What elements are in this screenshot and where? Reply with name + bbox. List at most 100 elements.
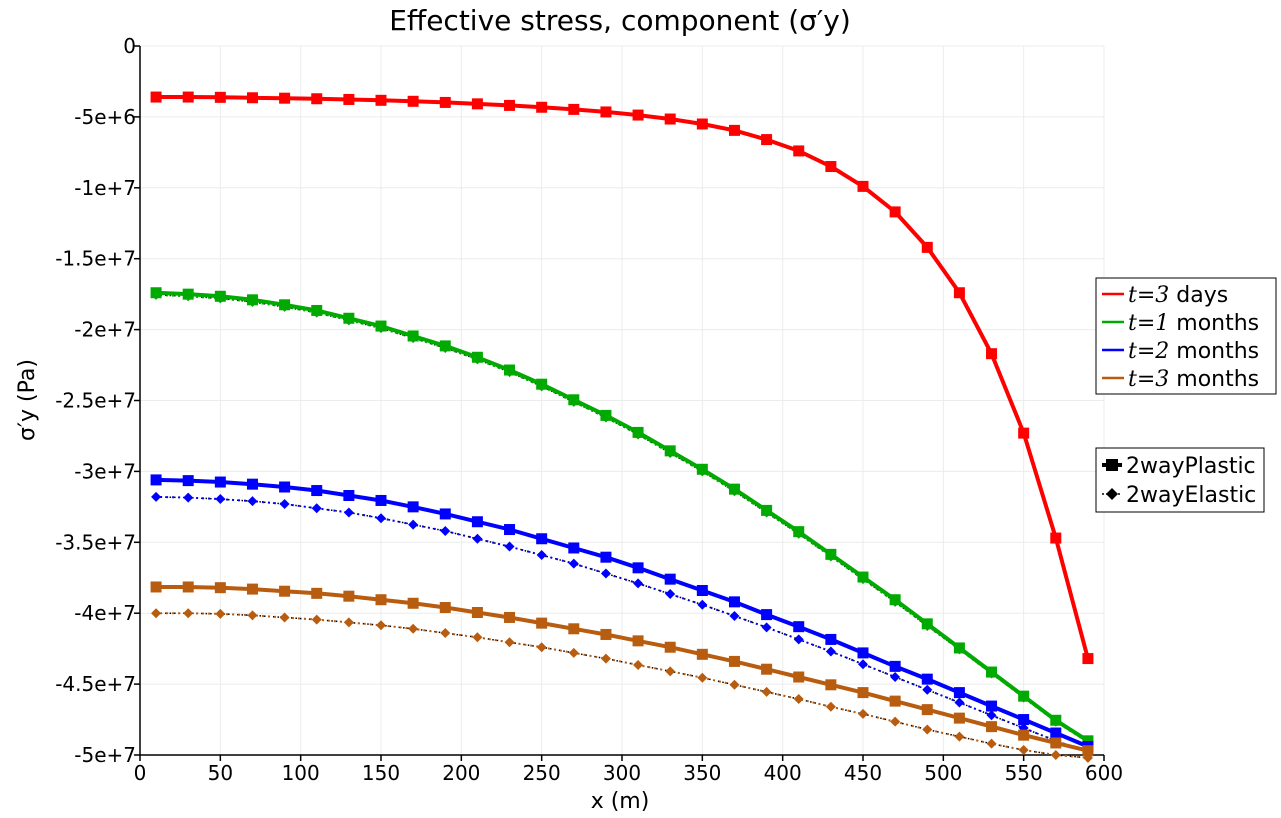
data-point [1018, 729, 1030, 741]
y-axis-label: σ′y (Pa) [15, 359, 40, 441]
legend-cases: 2wayPlastic 2wayElastic [1095, 447, 1265, 513]
data-point [568, 647, 579, 658]
data-point [471, 98, 483, 110]
data-point [568, 394, 580, 406]
data-point [246, 92, 258, 104]
data-point [954, 697, 965, 708]
data-point [439, 96, 451, 108]
data-point [761, 663, 773, 675]
data-point [247, 610, 258, 621]
data-point [922, 724, 933, 735]
data-point [279, 299, 291, 311]
legend-label: t=1 months [1128, 311, 1259, 336]
legend-math: t=3 [1128, 283, 1169, 308]
legend-label: 2wayElastic [1126, 483, 1256, 508]
data-point [279, 481, 291, 493]
y-tick-label: -1.5e+7 [55, 247, 136, 271]
data-point [408, 519, 419, 530]
data-point [1050, 737, 1062, 749]
data-point [922, 684, 933, 695]
data-point [1082, 735, 1094, 747]
data-point [665, 666, 676, 677]
data-point [343, 312, 355, 324]
data-point [632, 109, 644, 121]
data-point [728, 655, 740, 667]
data-point [343, 617, 354, 628]
data-point [439, 340, 451, 352]
legend-unit: months [1169, 311, 1259, 336]
data-point [986, 348, 998, 360]
data-point [343, 490, 355, 502]
legend-label: t=3 months [1128, 367, 1259, 392]
series-line [156, 612, 1088, 759]
data-point [793, 526, 805, 538]
data-point [1050, 727, 1062, 739]
data-point [407, 501, 419, 513]
data-point [504, 611, 516, 623]
data-point [311, 587, 323, 599]
data-point [696, 648, 708, 660]
data-point [889, 206, 901, 218]
data-point [536, 378, 548, 390]
x-tick-label: 300 [603, 761, 641, 785]
data-point [696, 585, 708, 597]
legend-math: t=3 [1128, 367, 1169, 392]
legend-marker [1106, 488, 1118, 500]
legend-marker [1106, 459, 1118, 471]
data-point [375, 494, 387, 506]
data-point [761, 504, 773, 516]
data-point [150, 91, 162, 103]
data-point [889, 594, 901, 606]
data-point [182, 288, 194, 300]
data-point [697, 672, 708, 683]
series [151, 608, 1093, 763]
data-point [825, 161, 837, 173]
y-tick-label: 0 [123, 34, 136, 58]
data-point [986, 700, 998, 712]
data-point [858, 659, 868, 670]
x-tick-label: 0 [134, 761, 147, 785]
data-point [953, 642, 965, 654]
data-point [793, 671, 805, 683]
data-point [504, 541, 515, 552]
data-point [1050, 532, 1062, 544]
data-point [728, 483, 740, 495]
data-point [1082, 745, 1094, 757]
data-point [536, 550, 547, 561]
data-point [151, 491, 162, 502]
data-point [311, 93, 323, 105]
x-tick-label: 150 [362, 761, 400, 785]
data-point [182, 581, 194, 593]
data-point [664, 113, 676, 125]
data-point [664, 445, 676, 457]
data-point [921, 704, 933, 716]
data-point [921, 241, 933, 253]
legend-math: t=1 [1128, 311, 1169, 336]
y-tick-label: -4e+7 [74, 601, 136, 625]
y-tick-label: -3.5e+7 [55, 530, 136, 554]
data-point [986, 721, 998, 733]
data-point [729, 611, 740, 622]
x-tick-label: 400 [764, 761, 802, 785]
data-point [214, 476, 226, 488]
data-point [600, 551, 612, 563]
data-point [279, 612, 290, 623]
data-point [151, 608, 162, 619]
x-tick-label: 450 [844, 761, 882, 785]
data-point [536, 101, 548, 113]
y-tick-label: -2.5e+7 [55, 389, 136, 413]
data-point [1082, 653, 1094, 665]
data-point [471, 351, 483, 363]
data-point [182, 91, 194, 103]
series [150, 474, 1094, 752]
data-point [504, 99, 516, 111]
data-point [407, 95, 419, 107]
data-point [536, 617, 548, 629]
data-point [568, 623, 580, 635]
data-point [343, 507, 354, 518]
data-point [279, 585, 291, 597]
data-point [504, 524, 516, 536]
data-point [728, 596, 740, 608]
data-point [986, 666, 998, 678]
